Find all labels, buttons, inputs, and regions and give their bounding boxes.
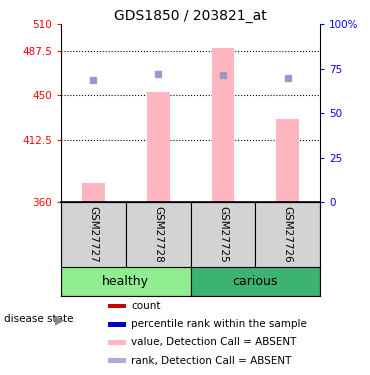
- Bar: [147, 92, 169, 202]
- Text: rank, Detection Call = ABSENT: rank, Detection Call = ABSENT: [131, 356, 291, 366]
- Text: disease state: disease state: [4, 315, 73, 324]
- Title: GDS1850 / 203821_at: GDS1850 / 203821_at: [114, 9, 267, 23]
- Text: carious: carious: [233, 275, 278, 288]
- Bar: [276, 119, 299, 202]
- Text: percentile rank within the sample: percentile rank within the sample: [131, 319, 307, 329]
- Text: count: count: [131, 301, 161, 311]
- Text: healthy: healthy: [102, 275, 149, 288]
- Bar: [108, 304, 126, 309]
- Bar: [191, 202, 255, 267]
- Bar: [61, 202, 126, 267]
- Bar: [212, 48, 234, 202]
- Bar: [82, 183, 105, 202]
- Text: GSM27726: GSM27726: [283, 206, 293, 263]
- Bar: [108, 322, 126, 327]
- Text: GSM27727: GSM27727: [88, 206, 98, 263]
- Text: ▶: ▶: [55, 313, 64, 326]
- Bar: [108, 340, 126, 345]
- Text: value, Detection Call = ABSENT: value, Detection Call = ABSENT: [131, 338, 296, 348]
- Bar: [191, 267, 320, 296]
- Bar: [108, 358, 126, 363]
- Bar: [61, 267, 191, 296]
- Text: GSM27728: GSM27728: [153, 206, 163, 263]
- Bar: [255, 202, 320, 267]
- Text: GSM27725: GSM27725: [218, 206, 228, 263]
- Bar: [126, 202, 191, 267]
